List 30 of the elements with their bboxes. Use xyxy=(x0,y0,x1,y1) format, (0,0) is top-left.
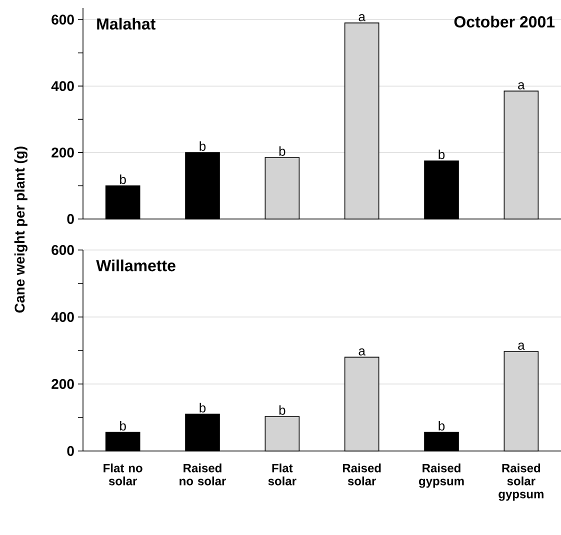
chart-title: Willamette xyxy=(96,260,176,272)
annotation: b xyxy=(279,146,286,156)
annotation: a xyxy=(358,14,366,22)
annotation: b xyxy=(279,405,286,415)
annotation: b xyxy=(120,174,126,184)
x-tick-label: Raised gypsum xyxy=(418,464,464,488)
x-tick-label: Raised no solar xyxy=(180,464,226,486)
y-tick-label: 200 xyxy=(52,148,74,158)
annotation: a xyxy=(518,82,525,90)
y-tick-label: 0 xyxy=(67,446,74,456)
y-tick-label: 400 xyxy=(51,312,74,322)
annotation: a xyxy=(518,342,525,350)
y-tick-label: 600 xyxy=(52,245,74,255)
annotation: a xyxy=(358,348,366,356)
y-tick-label: 400 xyxy=(51,81,74,92)
annotation: October 2001 xyxy=(454,16,555,28)
x-tick-label: Flat solar xyxy=(268,464,296,486)
y-tick-label: 200 xyxy=(52,379,74,389)
annotation: b xyxy=(438,150,445,160)
x-tick-label: Flat no solar xyxy=(104,464,142,486)
y-axis-title: Cane weight per plant (g) xyxy=(14,146,28,313)
x-tick-label: Raised solar gypsum xyxy=(498,464,544,501)
annotation: b xyxy=(120,420,126,431)
annotation: b xyxy=(200,402,206,412)
y-tick-label: 600 xyxy=(52,14,74,25)
chart-title: Malahat xyxy=(97,18,156,30)
y-tick-label: 0 xyxy=(67,214,74,224)
annotation: b xyxy=(200,141,206,151)
annotation: b xyxy=(438,420,445,431)
x-tick-label: Raised solar xyxy=(342,464,381,486)
